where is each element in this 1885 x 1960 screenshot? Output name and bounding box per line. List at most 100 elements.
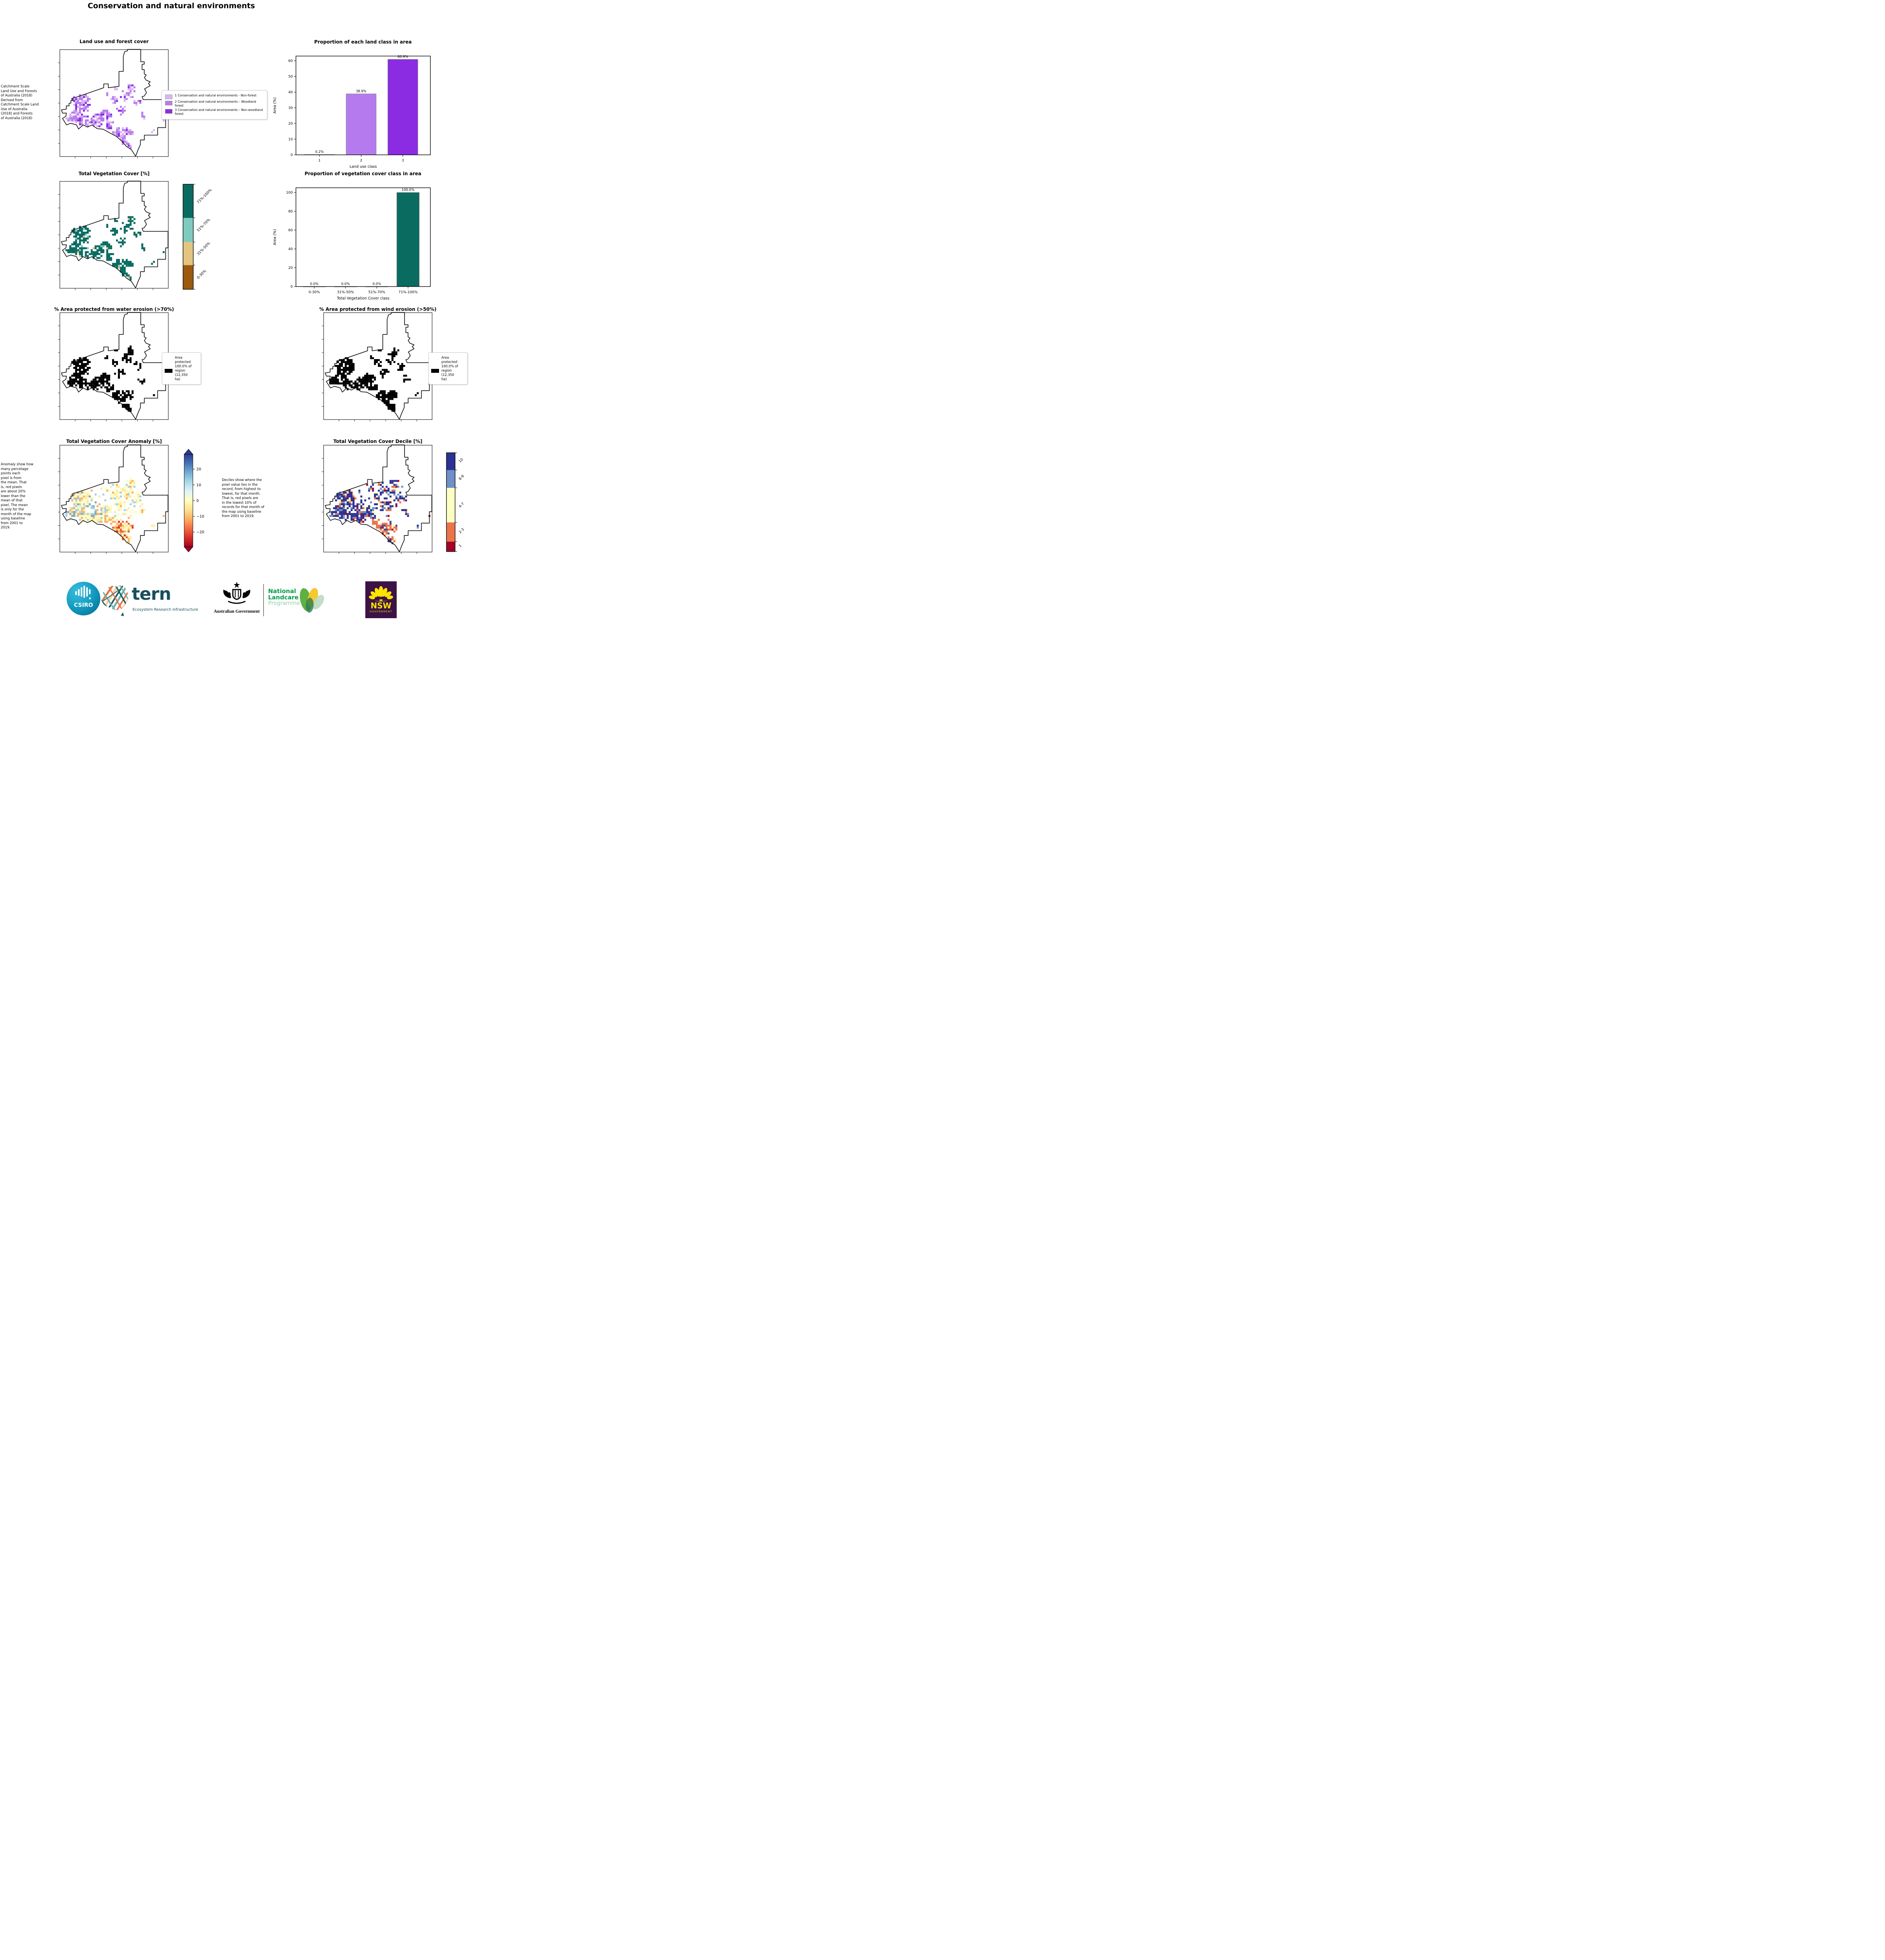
svg-text:10: 10 xyxy=(458,457,464,463)
australian-government-crest xyxy=(216,581,257,610)
legend-swatch xyxy=(165,101,172,105)
svg-text:100: 100 xyxy=(286,191,293,195)
landuse-legend: 1 Conservation and natural environments … xyxy=(161,90,267,120)
svg-text:31%-50%: 31%-50% xyxy=(337,290,354,294)
water-erosion-map-title: % Area protected from water erosion (>70… xyxy=(54,307,174,312)
nsw-wordmark: NSW xyxy=(370,601,392,610)
svg-text:−20: −20 xyxy=(196,530,204,535)
svg-text:30: 30 xyxy=(288,106,293,110)
landcare-line2: Landcare xyxy=(268,594,299,601)
svg-text:−10: −10 xyxy=(196,515,204,519)
svg-text:2-3: 2-3 xyxy=(458,528,465,534)
nsw-government-logo: NSW GOVERNMENT xyxy=(365,581,397,618)
svg-text:60.9%: 60.9% xyxy=(397,55,408,59)
wind-erosion-legend: Area protected 100.0% of region (12,350 … xyxy=(428,352,468,385)
tasmania-mark xyxy=(121,612,124,616)
landclass-bar-chart: 0 10 20 30 40 50 60 0.2% 1 38.9% 2 60.9% 3 Land use c… xyxy=(270,45,432,174)
svg-text:100.0%: 100.0% xyxy=(402,188,414,192)
svg-text:38.9%: 38.9% xyxy=(356,89,366,93)
svg-text:0: 0 xyxy=(290,285,293,289)
svg-text:1: 1 xyxy=(458,544,463,548)
svg-text:3: 3 xyxy=(402,159,404,163)
svg-text:0: 0 xyxy=(290,153,293,157)
svg-text:Area (%): Area (%) xyxy=(273,97,277,113)
wind-erosion-legend-label: Area protected 100.0% of region (12,350 … xyxy=(441,356,458,381)
wind-erosion-map-title: % Area protected from wind erosion (>50%… xyxy=(319,307,437,312)
anomaly-map xyxy=(58,445,169,554)
vegclass-chart-title: Proportion of vegetation cover class in … xyxy=(305,171,421,176)
svg-text:0-30%: 0-30% xyxy=(196,269,207,280)
water-erosion-legend-label: Area protected 100.0% of region (12,350 … xyxy=(175,356,192,381)
page-title: Conservation and natural environments xyxy=(87,2,255,10)
legend-swatch xyxy=(165,109,172,114)
svg-text:0.2%: 0.2% xyxy=(315,150,324,154)
vegcover-map-title: Total Vegetation Cover [%] xyxy=(78,171,150,176)
svg-text:4-7: 4-7 xyxy=(458,502,465,508)
svg-text:80: 80 xyxy=(288,210,293,214)
legend-swatch xyxy=(165,94,172,99)
svg-text:8-9: 8-9 xyxy=(458,474,465,481)
legend-label: 3 Conservation and natural environments … xyxy=(175,108,263,116)
svg-text:20: 20 xyxy=(288,266,293,270)
anomaly-colorbar: 20 10 0 −10 −20 xyxy=(183,449,216,553)
svg-text:50: 50 xyxy=(288,75,293,79)
waratah-icon xyxy=(369,586,393,602)
svg-text:51%-70%: 51%-70% xyxy=(368,290,386,294)
vegcover-map xyxy=(58,181,169,290)
csiro-dot-icon xyxy=(89,597,91,599)
svg-text:20: 20 xyxy=(288,122,293,126)
legend-label: 1 Conservation and natural environments … xyxy=(175,94,257,97)
svg-text:2: 2 xyxy=(360,159,362,163)
svg-text:1: 1 xyxy=(318,159,321,163)
decile-map xyxy=(322,445,432,554)
landuse-legend-item: 3 Conservation and natural environments … xyxy=(165,108,264,116)
csiro-wordmark: CSIRO xyxy=(74,602,93,608)
svg-text:31%-50%: 31%-50% xyxy=(196,241,211,256)
svg-text:40: 40 xyxy=(288,91,293,94)
csiro-logo: CSIRO xyxy=(67,582,100,615)
tern-wordmark: tern xyxy=(132,584,171,604)
anomaly-caption: Anomaly show how many percetage points e… xyxy=(1,463,34,530)
landuse-legend-item: 1 Conservation and natural environments … xyxy=(165,94,264,99)
landuse-map-title: Land use and forest cover xyxy=(79,39,149,44)
logo-divider xyxy=(263,584,264,616)
landuse-legend-item: 2 Conservation and natural environments … xyxy=(165,100,264,107)
australian-government-wordmark: Australian Government xyxy=(214,609,260,614)
svg-text:0-30%: 0-30% xyxy=(308,290,320,294)
svg-text:20: 20 xyxy=(196,467,201,472)
landcare-wordmark: National Landcare Programme xyxy=(268,588,300,606)
decile-colorbar: 10 8-9 4-7 2-3 1 xyxy=(446,452,471,552)
svg-text:Land use class: Land use class xyxy=(350,165,377,169)
legend-label: 2 Conservation and natural environments … xyxy=(175,100,256,107)
svg-text:60: 60 xyxy=(288,229,293,232)
svg-text:10: 10 xyxy=(288,138,293,142)
tern-subtitle: Ecosystem Research Infrastructure xyxy=(132,608,198,612)
decile-map-title: Total Vegetation Cover Decile [%] xyxy=(333,439,423,444)
area-protected-swatch xyxy=(431,369,439,373)
wind-erosion-map xyxy=(322,312,432,421)
landcare-leaves-icon xyxy=(297,583,327,620)
svg-text:71%-100%: 71%-100% xyxy=(398,290,417,294)
water-erosion-map xyxy=(58,312,169,421)
landclass-chart-title: Proportion of each land class in area xyxy=(314,39,412,45)
svg-text:40: 40 xyxy=(288,247,293,251)
svg-text:0: 0 xyxy=(196,499,199,503)
vegclass-bar-chart: 0 20 40 60 80 100 0.0% 0-30% 0.0% 31%-50% 0.0% 51%-… xyxy=(270,177,432,306)
svg-text:0.0%: 0.0% xyxy=(310,282,319,286)
vegcover-colorbar: 71%-100% 51%-70% 31%-50% 0-30% xyxy=(183,184,234,290)
tern-australia-art-icon xyxy=(98,583,130,621)
landcare-line3: Programme xyxy=(268,600,300,607)
svg-text:0.0%: 0.0% xyxy=(372,282,381,286)
svg-text:71%-100%: 71%-100% xyxy=(196,188,213,205)
svg-text:Total Vegetation Cover class: Total Vegetation Cover class xyxy=(337,296,390,301)
area-protected-swatch xyxy=(165,369,172,373)
svg-text:60: 60 xyxy=(288,59,293,63)
nsw-government-label: GOVERNMENT xyxy=(369,610,393,613)
report-page: Conservation and natural environments La… xyxy=(0,0,471,626)
svg-text:10: 10 xyxy=(196,483,201,487)
svg-text:0.0%: 0.0% xyxy=(341,282,350,286)
decile-caption: Deciles show where the pixel value lies … xyxy=(222,478,265,519)
landuse-caption: Catchment Scale Land Use and Forests of … xyxy=(1,85,39,120)
csiro-wave-icon xyxy=(75,591,77,595)
anomaly-map-title: Total Vegetation Cover Anomaly [%] xyxy=(66,439,162,444)
